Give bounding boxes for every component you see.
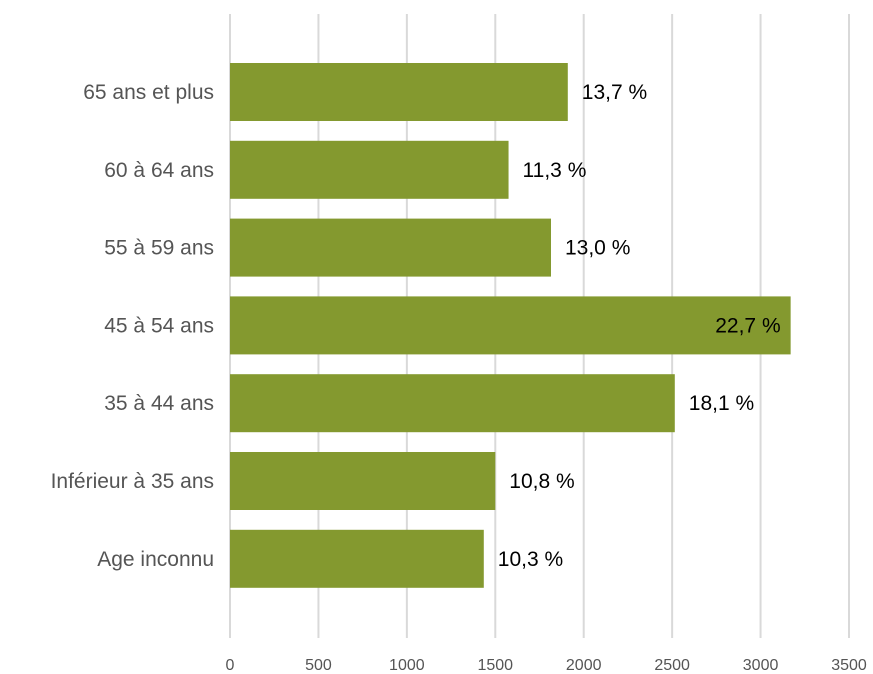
data-labels: 13,7 % 11,3 % 13,0 % 22,7 % 18,1 % 10,8 % 10,3… — [498, 81, 781, 571]
category-label: 55 à 59 ans — [104, 237, 214, 260]
x-tick-label: 0 — [226, 657, 235, 674]
category-label: Inférieur à 35 ans — [51, 470, 214, 493]
data-label: 13,7 % — [582, 81, 647, 104]
data-label: 13,0 % — [565, 237, 630, 260]
data-label: 11,3 % — [523, 159, 587, 182]
category-label: 60 à 64 ans — [104, 159, 214, 182]
bar — [230, 374, 675, 433]
category-label: 35 à 44 ans — [104, 392, 214, 415]
category-label: 65 ans et plus — [83, 81, 214, 104]
category-label: Age inconnu — [97, 548, 214, 571]
bar — [230, 452, 496, 510]
data-label: 18,1 % — [689, 392, 754, 415]
x-tick-label: 1500 — [477, 657, 513, 674]
x-tick-label: 500 — [305, 657, 332, 674]
bar — [230, 140, 509, 199]
x-tick-label: 2500 — [654, 657, 690, 674]
data-label: 10,3 % — [498, 548, 563, 571]
x-tick-label: 2000 — [566, 657, 602, 674]
category-labels: 65 ans et plus 60 à 64 ans 55 à 59 ans 45 à… — [51, 81, 214, 571]
x-tick-label: 3000 — [743, 657, 779, 674]
bar — [230, 218, 551, 277]
bar — [230, 529, 484, 588]
data-label: 22,7 % — [715, 314, 780, 337]
bar — [230, 63, 568, 121]
bar — [230, 296, 791, 355]
category-label: 45 à 54 ans — [104, 314, 214, 337]
data-label: 10,8 % — [509, 470, 574, 493]
bars — [230, 63, 791, 588]
x-axis-tick-labels: 0 500 1000 1500 2000 2500 3000 3500 — [226, 657, 867, 674]
x-tick-label: 3500 — [831, 657, 867, 674]
x-tick-label: 1000 — [389, 657, 425, 674]
